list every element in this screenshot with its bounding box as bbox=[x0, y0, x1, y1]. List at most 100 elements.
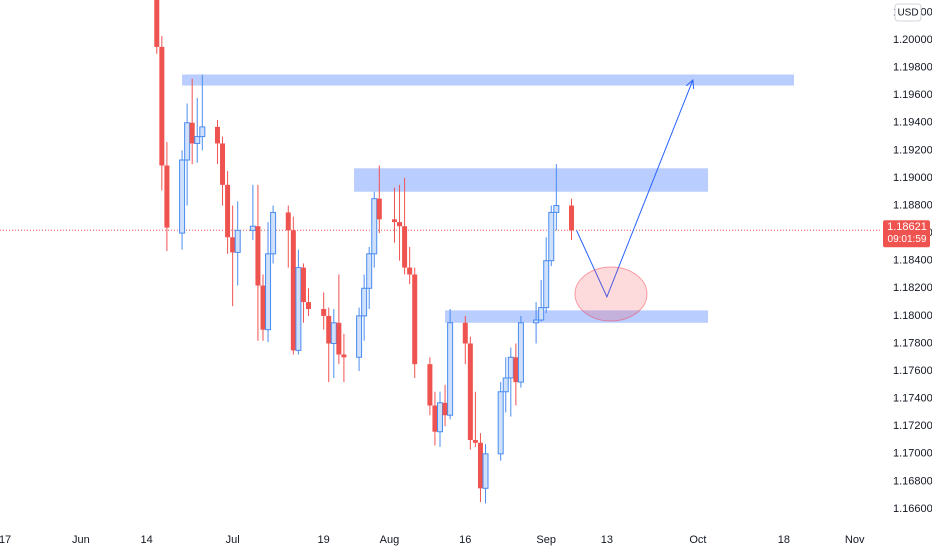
y-tick-label: 1.18000 bbox=[893, 310, 932, 322]
candle-body bbox=[568, 205, 574, 231]
zone bbox=[354, 168, 709, 192]
last-price-label: 1.18621 bbox=[887, 221, 927, 233]
zone bbox=[445, 310, 709, 323]
candle-body bbox=[220, 143, 226, 185]
x-tick-label: 18 bbox=[778, 534, 790, 546]
candle-body bbox=[553, 205, 560, 213]
candle-body bbox=[477, 442, 483, 489]
candle-body bbox=[295, 267, 302, 351]
candle-body bbox=[230, 237, 236, 253]
y-tick-label: 1.19400 bbox=[893, 117, 932, 129]
y-tick-label: 1.19800 bbox=[893, 61, 932, 73]
candle-body bbox=[214, 126, 220, 144]
y-tick-label: 1.19200 bbox=[893, 144, 932, 156]
candle-body bbox=[462, 322, 468, 344]
candle-body bbox=[513, 357, 519, 383]
candle-body bbox=[366, 253, 373, 289]
candle-body bbox=[533, 319, 540, 324]
candle-body bbox=[356, 315, 363, 358]
y-tick-label: 1.17800 bbox=[893, 337, 932, 349]
candle-body bbox=[159, 46, 165, 166]
x-tick-label: 16 bbox=[459, 534, 471, 546]
candle-body bbox=[548, 211, 555, 262]
candle-body bbox=[225, 184, 231, 238]
candle-body bbox=[502, 377, 509, 393]
candle-body bbox=[326, 315, 332, 344]
candle-body bbox=[447, 322, 454, 416]
target-ellipse bbox=[574, 266, 648, 322]
candle-body bbox=[321, 308, 327, 316]
countdown-label: 09:01:59 bbox=[888, 234, 927, 245]
y-tick-label: 1.18800 bbox=[893, 199, 932, 211]
candle-body bbox=[432, 405, 438, 432]
candle-body bbox=[265, 253, 272, 331]
y-tick-label: 1.19000 bbox=[893, 172, 932, 184]
x-tick-label: Aug bbox=[380, 534, 400, 546]
y-tick-label: 1.19600 bbox=[893, 89, 932, 101]
candle-body bbox=[376, 198, 382, 220]
currency-label: USD bbox=[897, 8, 918, 19]
candle-body bbox=[270, 211, 277, 255]
candle-body bbox=[285, 212, 291, 231]
candle-body bbox=[336, 322, 342, 355]
candle-body bbox=[164, 165, 170, 228]
y-tick-label: 1.20000 bbox=[893, 34, 932, 46]
candle-body bbox=[249, 225, 256, 231]
candle-body bbox=[255, 226, 261, 286]
x-tick-label: 19 bbox=[318, 534, 330, 546]
x-tick-label: Jul bbox=[226, 534, 240, 546]
y-tick-label: 1.18400 bbox=[893, 255, 932, 267]
candle-body bbox=[300, 267, 306, 303]
candle-body bbox=[402, 226, 408, 268]
candle-body bbox=[290, 230, 296, 351]
candle-body bbox=[507, 356, 514, 379]
x-tick-label: 14 bbox=[141, 534, 153, 546]
candle-body bbox=[538, 307, 545, 321]
plot-area bbox=[0, 0, 880, 504]
candle-body bbox=[467, 343, 473, 441]
zone bbox=[182, 74, 795, 86]
candle-body bbox=[543, 260, 550, 309]
candle-body bbox=[472, 440, 478, 443]
candle-body bbox=[199, 126, 206, 138]
candle-body bbox=[306, 302, 312, 309]
candle-body bbox=[407, 267, 413, 275]
x-tick-label: 13 bbox=[601, 534, 613, 546]
candle-body bbox=[437, 402, 443, 433]
axes: 1.16600 1.16800 1.17000 1.17200 1.17400 1.176… bbox=[0, 3, 932, 546]
y-tick-label: 1.17400 bbox=[893, 393, 932, 405]
candle-body bbox=[234, 229, 241, 253]
x-tick-label: Sep bbox=[536, 534, 556, 546]
candle-body bbox=[412, 274, 418, 365]
candle-body bbox=[330, 322, 337, 344]
y-tick-label: 1.16600 bbox=[893, 503, 932, 515]
last-price-box bbox=[883, 220, 930, 248]
candle-body bbox=[427, 364, 433, 406]
candle-body bbox=[179, 159, 186, 234]
candle-body bbox=[497, 391, 504, 455]
currency-box bbox=[894, 3, 922, 22]
candle-body bbox=[154, 0, 160, 47]
candle-body bbox=[397, 222, 403, 227]
candle-body bbox=[361, 287, 368, 317]
y-tick-label: 1.18200 bbox=[893, 282, 932, 294]
candle-body bbox=[184, 122, 191, 161]
candle-body bbox=[260, 285, 266, 330]
candle-body bbox=[341, 354, 347, 358]
candle-body bbox=[371, 198, 378, 255]
candle-body bbox=[189, 122, 195, 144]
candle-body bbox=[482, 453, 489, 489]
x-tick-label: 17 bbox=[0, 534, 11, 546]
candle-body bbox=[194, 136, 201, 144]
candle-body bbox=[442, 402, 448, 416]
x-tick-label: Jun bbox=[72, 534, 90, 546]
y-tick-label: 1.17600 bbox=[893, 365, 932, 377]
y-tick-label: 1.17200 bbox=[893, 420, 932, 432]
x-tick-label: Nov bbox=[845, 534, 865, 546]
x-tick-label: Oct bbox=[689, 534, 706, 546]
y-tick-label: 1.16800 bbox=[893, 475, 932, 487]
candle-body bbox=[517, 322, 524, 383]
projection-arrow bbox=[576, 80, 693, 299]
